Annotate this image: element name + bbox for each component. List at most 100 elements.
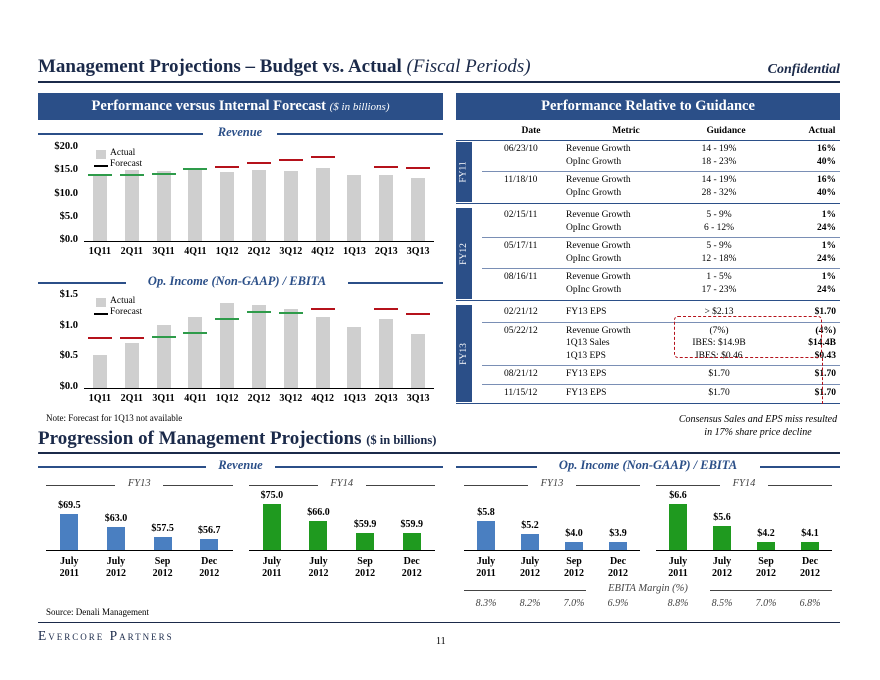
x-tick-label: 3Q11 xyxy=(152,246,175,257)
x-tick-label: 1Q12 xyxy=(215,246,239,257)
guidance-date: 05/17/11 xyxy=(504,241,538,251)
revenue-title-rule-right xyxy=(277,133,443,135)
progression-opinc: Op. Income (Non-GAAP) / EBITA FY13 $5.8 Jul… xyxy=(456,458,840,618)
actual-bar xyxy=(283,308,298,388)
x-tick-label: 1Q12 xyxy=(215,393,239,404)
date-label: Dec 2012 xyxy=(790,556,830,580)
actual-bar xyxy=(315,317,330,388)
projection-value: $63.0 xyxy=(104,512,128,524)
projection-bar xyxy=(153,537,172,550)
date-month: Dec xyxy=(201,556,218,567)
x-tick-label: 3Q12 xyxy=(279,246,303,257)
projection-value: $5.8 xyxy=(477,507,495,519)
y-tick-label: $0.0 xyxy=(59,381,78,392)
fy-rule-right xyxy=(768,485,832,486)
actual-bar xyxy=(347,174,362,241)
projection-value: $4.2 xyxy=(757,528,775,539)
guidance-value: 18 - 23% xyxy=(701,156,737,167)
date-year: 2012 xyxy=(401,568,422,579)
date-month: July xyxy=(262,556,281,567)
date-year: 2012 xyxy=(152,568,173,579)
forecast-mark xyxy=(151,172,176,175)
row-rule xyxy=(482,383,840,385)
date-month: Dec xyxy=(403,556,420,567)
guidance-metric: Revenue Growth xyxy=(566,144,631,154)
date-label: July 2012 xyxy=(96,556,136,580)
fy-rule-left xyxy=(656,485,720,486)
guidance-value: IBES: $0.46 xyxy=(695,350,743,361)
fy-rule-left xyxy=(464,485,528,486)
date-label: July 2012 xyxy=(510,556,550,580)
x-tick-label: 1Q11 xyxy=(88,393,112,404)
guidance-metric: OpInc Growth xyxy=(566,253,622,264)
projection-value: $69.5 xyxy=(58,500,81,512)
legend-actual-label: Actual xyxy=(110,148,136,158)
guidance-value: $1.70 xyxy=(708,387,730,398)
x-tick-label: 1Q11 xyxy=(88,246,112,257)
date-month: Sep xyxy=(758,556,774,567)
forecast-mark xyxy=(183,331,208,334)
guidance-actual: 24% xyxy=(817,253,836,264)
row-rule xyxy=(482,171,840,172)
fiscal-year-label: FY13 xyxy=(456,305,472,402)
guidance-value: IBES: $14.9B xyxy=(692,338,746,348)
projection-value: $56.7 xyxy=(197,524,221,536)
projection-value: $6.6 xyxy=(669,490,687,501)
guidance-metric: 1Q13 Sales xyxy=(566,338,610,348)
forecast-mark xyxy=(183,168,208,171)
x-axis-line xyxy=(84,241,434,242)
date-year: 2012 xyxy=(105,568,126,579)
date-label: July 2011 xyxy=(658,556,698,580)
revenue-title-rule-left xyxy=(38,133,203,135)
date-label: July 2011 xyxy=(466,556,506,580)
guidance-metric: Revenue Growth xyxy=(566,175,631,185)
guidance-metric: FY13 EPS xyxy=(566,307,607,317)
guidance-value: > $2.13 xyxy=(704,307,734,317)
forecast-mark xyxy=(151,336,176,339)
date-label: Dec 2012 xyxy=(392,556,432,580)
actual-bar xyxy=(188,170,203,241)
actual-bar xyxy=(315,167,330,241)
opinc-title-rule-right xyxy=(348,282,443,284)
fiscal-year-label: FY14 xyxy=(330,478,354,489)
date-year: 2012 xyxy=(355,568,376,579)
projection-value: $4.0 xyxy=(565,528,583,539)
date-month: Sep xyxy=(357,556,373,567)
projection-bar xyxy=(356,532,375,550)
guidance-date: 11/15/12 xyxy=(504,387,538,398)
date-label: Sep 2012 xyxy=(554,556,594,580)
guidance-actual: 40% xyxy=(817,187,836,198)
forecast-mark xyxy=(87,336,112,339)
actual-bar xyxy=(92,355,107,388)
right-banner: Performance Relative to Guidance xyxy=(456,93,840,120)
guidance-date: 11/18/10 xyxy=(504,175,538,185)
x-tick-label: 1Q13 xyxy=(343,393,366,404)
guidance-date: 02/15/11 xyxy=(504,210,538,220)
guidance-metric: OpInc Growth xyxy=(566,156,622,167)
forecast-mark xyxy=(119,173,144,176)
projection-bar xyxy=(262,504,281,550)
x-tick-label: 3Q11 xyxy=(152,393,175,404)
legend-actual-label: Actual xyxy=(110,296,136,306)
date-month: Dec xyxy=(609,556,627,567)
guidance-value: 5 - 9% xyxy=(706,241,732,251)
guidance-callout: Consensus Sales and EPS miss resulted in… xyxy=(678,414,838,438)
x-tick-label: 2Q12 xyxy=(247,246,271,257)
group-rule xyxy=(456,203,840,204)
y-tick-label: $15.0 xyxy=(54,164,78,176)
date-label: July 2011 xyxy=(252,556,292,580)
guidance-actual: 24% xyxy=(817,222,836,233)
x-tick-label: 2Q13 xyxy=(374,393,398,404)
x-axis-line xyxy=(84,388,434,389)
projection-value: $4.1 xyxy=(801,528,819,539)
guidance-actual: $1.70 xyxy=(814,307,836,317)
x-tick-label: 2Q12 xyxy=(247,393,271,404)
source-note: Source: Denali Management xyxy=(46,607,149,617)
actual-bar xyxy=(124,170,139,241)
date-month: July xyxy=(106,556,126,567)
revenue-chart-title: Revenue xyxy=(217,125,263,139)
legend-forecast-swatch xyxy=(94,165,108,167)
guidance-metric: Revenue Growth xyxy=(566,241,631,251)
actual-bar xyxy=(156,324,171,388)
guidance-value: 1 - 5% xyxy=(706,272,732,282)
